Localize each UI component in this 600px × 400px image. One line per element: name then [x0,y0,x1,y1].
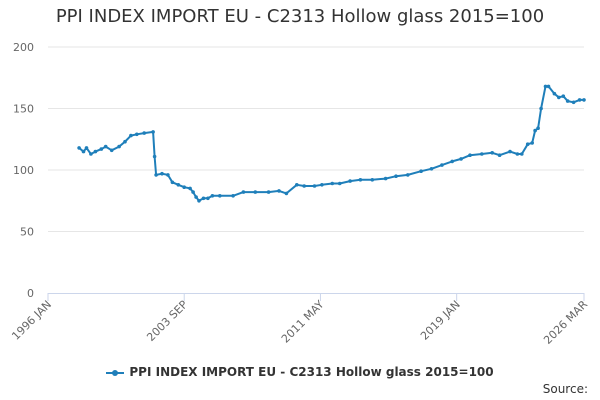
y-tick-label: 200 [13,41,34,54]
series-point[interactable] [142,131,146,135]
series-point[interactable] [284,191,289,196]
series-point[interactable] [170,180,175,185]
series-point[interactable] [206,196,210,201]
series-point[interactable] [99,147,104,151]
series-point[interactable] [429,167,434,171]
chart-title: PPI INDEX IMPORT EU - C2313 Hollow glass… [55,6,545,27]
series-point[interactable] [582,98,586,102]
series-point[interactable] [117,144,121,149]
series-point[interactable] [182,185,186,189]
series-point[interactable] [84,146,89,150]
x-tick-label: 2019 JAN [418,298,463,343]
series-point[interactable] [525,142,530,146]
series-point[interactable] [480,152,484,156]
series-point[interactable] [197,199,201,203]
series-point[interactable] [154,173,158,177]
legend-series-label: PPI INDEX IMPORT EU - C2313 Hollow glass… [129,365,494,379]
series-point[interactable] [77,146,81,150]
series-point[interactable] [123,139,127,144]
series-point[interactable] [530,141,534,145]
legend-series-marker [106,368,125,378]
series-point[interactable] [302,184,307,188]
series-point[interactable] [166,173,170,177]
series-point[interactable] [151,130,155,134]
grid-lines [48,46,584,232]
series-point[interactable] [358,178,363,182]
source-label: Source: [542,382,588,396]
series-point[interactable] [515,152,520,156]
series-point[interactable] [194,195,198,199]
series-point[interactable] [337,181,342,186]
series-point[interactable] [536,126,540,130]
x-tick-label: 2011 MAY [279,298,327,346]
series-point[interactable] [383,176,388,181]
series-point[interactable] [419,169,423,173]
series-point[interactable] [81,149,86,154]
series-point[interactable] [459,157,463,161]
series-point[interactable] [546,84,551,89]
series-point[interactable] [218,194,222,198]
y-tick-label: 150 [13,103,34,116]
series-point[interactable] [201,196,206,201]
series-point[interactable] [191,190,195,194]
series-point[interactable] [561,94,566,98]
series-point[interactable] [577,98,582,102]
series-point[interactable] [520,152,524,156]
series-point[interactable] [552,91,557,96]
series-point[interactable] [539,106,543,111]
series-point[interactable] [89,152,93,156]
series-point[interactable] [497,153,502,157]
x-axis-tick-labels: 1996 JAN 2003 SEP 2011 MAY 2019 JAN 2026 MAR [9,298,590,347]
series-point[interactable] [152,154,157,159]
y-axis-tick-labels: 0 50 100 150 200 [13,41,34,300]
y-tick-label: 100 [13,164,34,177]
series-point[interactable] [176,183,181,187]
series-point[interactable] [348,179,352,183]
series-point[interactable] [129,133,133,138]
series-point[interactable] [330,181,335,186]
series-point[interactable] [231,194,235,198]
series-point[interactable] [93,149,98,154]
series-point[interactable] [188,186,192,191]
x-tick-label: 1996 JAN [9,298,54,343]
y-tick-label: 50 [20,226,34,239]
x-tick-label: 2003 SEP [144,298,190,344]
series-point[interactable] [241,190,246,194]
series-point[interactable] [266,190,271,194]
series-point[interactable] [565,99,570,103]
x-tick-label: 2026 MAR [541,298,590,347]
series-point[interactable] [508,149,512,154]
series-point[interactable] [543,84,548,89]
legend[interactable]: PPI INDEX IMPORT EU - C2313 Hollow glass… [0,365,600,379]
series-point[interactable] [490,151,495,155]
series-point[interactable] [571,100,576,105]
series-point[interactable] [406,173,410,177]
series-point[interactable] [370,178,375,182]
series-point[interactable] [440,163,444,167]
series-point[interactable] [210,194,215,198]
series-point[interactable] [533,128,537,133]
series-point[interactable] [557,95,561,100]
series-point[interactable] [103,144,108,149]
series-point[interactable] [160,171,164,176]
series-point[interactable] [394,174,398,178]
series-point[interactable] [253,190,258,194]
y-tick-label: 0 [27,287,34,300]
series-point[interactable] [312,184,317,188]
series-point[interactable] [468,153,472,157]
series-point[interactable] [277,189,281,193]
series-layer [77,84,586,203]
series-point[interactable] [320,183,324,187]
series-point[interactable] [109,148,114,153]
series-point[interactable] [295,183,299,187]
x-axis [47,293,585,301]
series-point[interactable] [135,132,139,137]
series-point[interactable] [450,159,455,164]
